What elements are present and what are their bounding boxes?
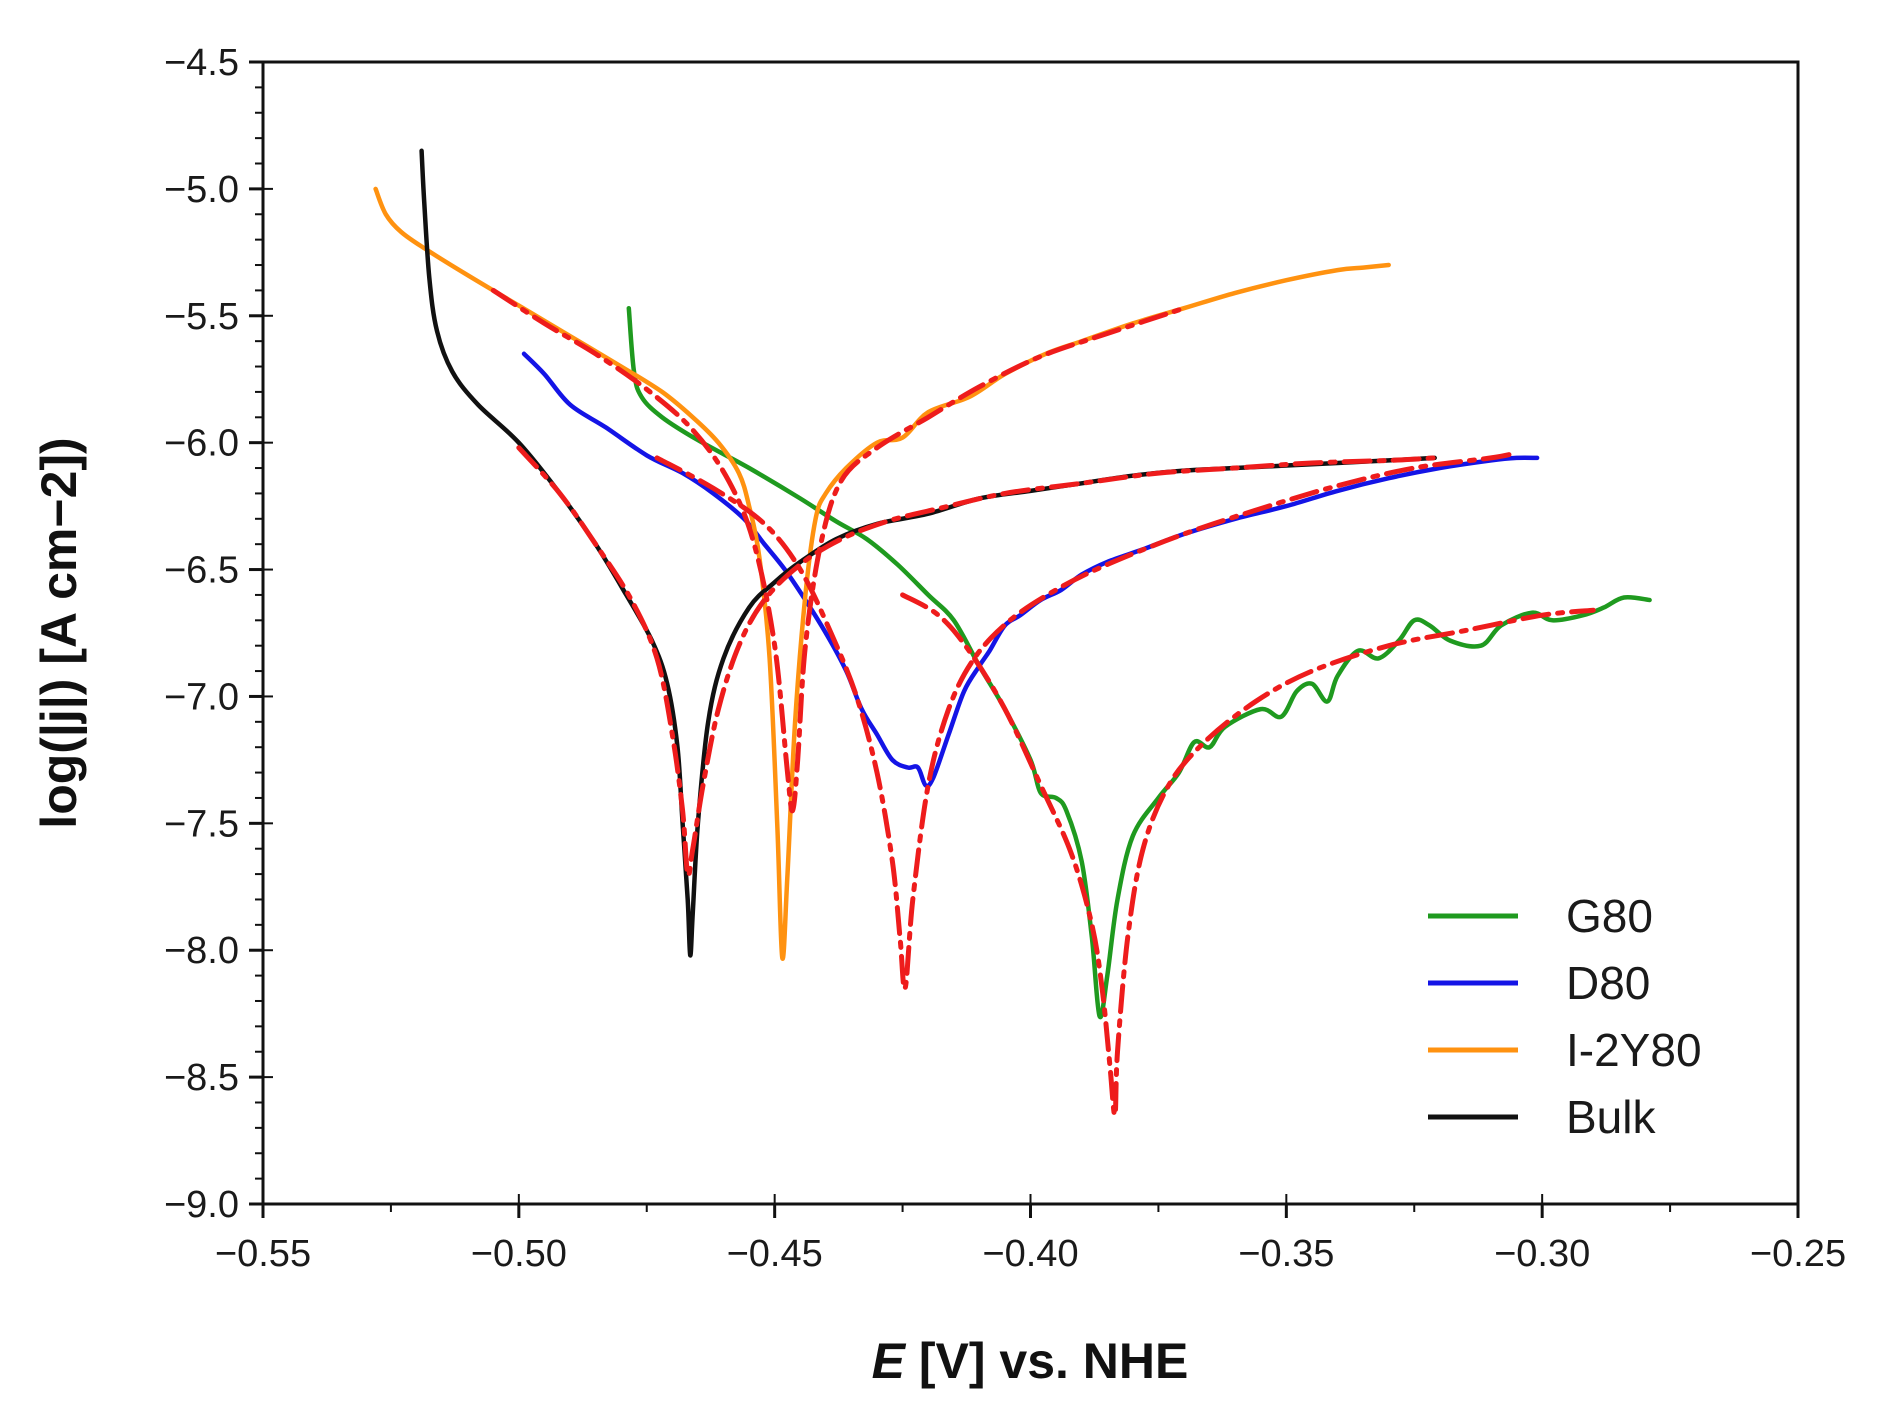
x-tick-label: −0.50	[471, 1233, 567, 1275]
y-tick-label: −6.5	[164, 550, 239, 592]
y-tick-label: −7.0	[164, 676, 239, 718]
y-tick-label: −8.5	[164, 1057, 239, 1099]
fit-line-i-2y80	[490, 287, 1187, 814]
x-tick-label: −0.40	[982, 1233, 1078, 1275]
legend-label-g80: G80	[1566, 890, 1653, 942]
x-tick-label: −0.30	[1494, 1233, 1590, 1275]
y-tick-label: −9.0	[164, 1184, 239, 1226]
y-axis-title: log(|j|) [A cm−2])	[31, 437, 88, 828]
legend-label-i-2y80: I-2Y80	[1566, 1024, 1702, 1076]
x-axis-title-rest: [V] vs. NHE	[905, 1333, 1188, 1389]
legend-label-d80: D80	[1566, 957, 1650, 1009]
y-tick-labels: −4.5 −5.0 −5.5 −6.0 −6.5 −7.0 −7.5 −8.0 −8.5 −9.0	[164, 42, 239, 1226]
x-tick-label: −0.25	[1750, 1233, 1846, 1275]
plot-frame	[261, 60, 1800, 1206]
series-line-g80	[626, 305, 1652, 1020]
y-tick-label: −6.0	[164, 423, 239, 465]
legend-label-bulk: Bulk	[1566, 1091, 1656, 1143]
y-tick-label: −5.0	[164, 169, 239, 211]
series-line-d80	[521, 351, 1540, 789]
x-tick-labels: −0.55 −0.50 −0.45 −0.40 −0.35 −0.30 −0.25	[215, 1233, 1846, 1275]
fit-line-d80	[654, 450, 1520, 992]
fit-curves	[490, 287, 1596, 1118]
y-tick-label: −7.5	[164, 803, 239, 845]
x-tick-label: −0.35	[1238, 1233, 1334, 1275]
legend: G80 D80 I-2Y80 Bulk	[1428, 890, 1702, 1143]
x-axis-title-italic: E	[872, 1333, 907, 1389]
x-tick-label: −0.55	[215, 1233, 311, 1275]
y-tick-label: −5.5	[164, 296, 239, 338]
x-tick-label: −0.45	[727, 1233, 823, 1275]
fit-line-bulk	[516, 445, 1438, 878]
fit-line-g80	[900, 592, 1596, 1118]
y-tick-label: −4.5	[164, 42, 239, 84]
x-axis-title: E [V] vs. NHE	[872, 1333, 1189, 1389]
y-tick-label: −8.0	[164, 930, 239, 972]
